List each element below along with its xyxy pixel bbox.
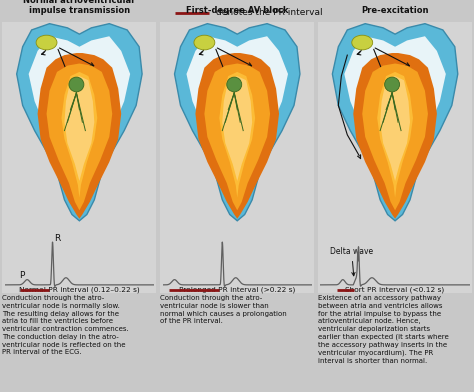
Polygon shape xyxy=(174,24,300,221)
Polygon shape xyxy=(37,53,121,219)
Polygon shape xyxy=(222,76,252,181)
Text: R: R xyxy=(54,234,60,243)
Polygon shape xyxy=(186,36,288,198)
Text: Conduction through the atro-
ventricular node is normally slow.
The resulting de: Conduction through the atro- ventricular… xyxy=(2,295,129,356)
Polygon shape xyxy=(344,36,446,198)
Polygon shape xyxy=(195,53,279,219)
Polygon shape xyxy=(64,76,94,181)
Text: Normal atrioventricular
impulse transmission: Normal atrioventricular impulse transmis… xyxy=(23,0,136,15)
Polygon shape xyxy=(380,76,410,181)
Text: denotes the PR interval: denotes the PR interval xyxy=(216,9,322,17)
Polygon shape xyxy=(377,72,413,198)
Polygon shape xyxy=(219,72,255,198)
Text: First-degree AV block: First-degree AV block xyxy=(186,6,289,15)
Ellipse shape xyxy=(227,77,242,92)
Text: Normal PR interval (0.12–0.22 s): Normal PR interval (0.12–0.22 s) xyxy=(19,286,140,293)
Polygon shape xyxy=(46,64,112,211)
Polygon shape xyxy=(62,72,97,198)
Text: Conduction through the atro-
ventricular node is slower than
normal which causes: Conduction through the atro- ventricular… xyxy=(160,295,287,325)
Text: Existence of an accessory pathway
between atria and ventricles allows
for the at: Existence of an accessory pathway betwee… xyxy=(318,295,449,364)
Text: Prolonged PR interval (>0.22 s): Prolonged PR interval (>0.22 s) xyxy=(179,286,295,293)
Polygon shape xyxy=(28,36,130,198)
Ellipse shape xyxy=(194,35,215,50)
Text: Short PR interval (<0.12 s): Short PR interval (<0.12 s) xyxy=(346,286,445,293)
Polygon shape xyxy=(353,53,437,219)
Text: P: P xyxy=(19,271,24,280)
Polygon shape xyxy=(17,24,142,221)
Polygon shape xyxy=(204,64,270,211)
Ellipse shape xyxy=(36,35,57,50)
Text: Pre-excitation: Pre-excitation xyxy=(361,6,429,15)
Ellipse shape xyxy=(69,77,84,92)
Polygon shape xyxy=(362,64,428,211)
Polygon shape xyxy=(332,24,458,221)
Ellipse shape xyxy=(352,35,373,50)
Text: Delta wave: Delta wave xyxy=(330,247,373,276)
Ellipse shape xyxy=(384,77,400,92)
